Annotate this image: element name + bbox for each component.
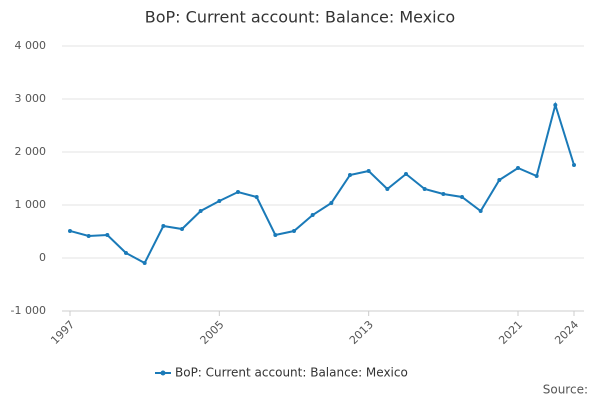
- data-point: [534, 174, 539, 179]
- data-point: [310, 213, 315, 218]
- data-point: [68, 228, 72, 233]
- x-tick-label: 2024: [552, 318, 581, 347]
- y-tick-label: 1 000: [15, 198, 47, 211]
- data-point: [142, 260, 147, 265]
- series-line: [69, 101, 575, 265]
- data-point: [236, 190, 240, 195]
- data-point: [86, 234, 91, 239]
- data-point: [478, 208, 483, 213]
- legend-label: BoP: Current account: Balance: Mexico: [175, 366, 408, 380]
- y-tick-label: 0: [39, 251, 46, 264]
- data-point: [497, 177, 502, 182]
- data-point: [217, 199, 222, 204]
- data-point: [516, 166, 520, 171]
- data-point: [348, 173, 352, 178]
- data-point: [273, 232, 278, 237]
- chart-title: BoP: Current account: Balance: Mexico: [145, 8, 455, 27]
- data-point: [292, 229, 296, 234]
- data-point: [105, 232, 110, 237]
- data-point: [422, 186, 427, 191]
- y-tick-label: -1 000: [11, 304, 46, 317]
- data-point: [180, 227, 184, 232]
- data-point: [329, 200, 334, 205]
- data-point: [404, 171, 408, 176]
- x-tick-label: 2021: [496, 318, 525, 347]
- data-point: [553, 102, 558, 107]
- data-point: [441, 191, 446, 196]
- legend-symbol: [160, 370, 166, 376]
- y-tick-label: 4 000: [15, 39, 47, 52]
- data-point: [124, 251, 128, 256]
- data-point: [198, 208, 203, 213]
- x-tick-label: 2005: [198, 318, 227, 347]
- x-tick-label: 1997: [48, 318, 77, 347]
- data-point: [254, 194, 259, 199]
- data-point: [385, 186, 390, 191]
- data-point: [460, 194, 464, 199]
- data-point: [366, 168, 371, 173]
- data-point: [572, 162, 576, 167]
- source: Source:: [543, 383, 588, 397]
- y-tick-label: 3 000: [15, 92, 47, 105]
- y-tick-label: 2 000: [15, 145, 47, 158]
- x-tick-label: 2013: [347, 318, 376, 347]
- data-point: [161, 223, 166, 228]
